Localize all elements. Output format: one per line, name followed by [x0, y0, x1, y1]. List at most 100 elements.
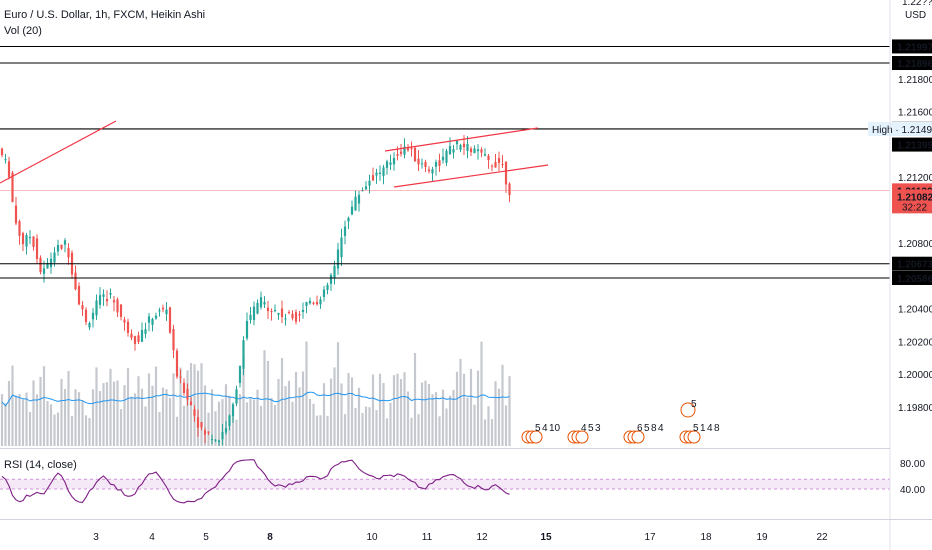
event-count: 3	[595, 423, 601, 434]
volume-bar	[312, 403, 315, 446]
time-tick-label: 3	[93, 532, 99, 543]
volume-bar	[266, 360, 270, 446]
volume-bar	[469, 368, 473, 446]
event-count: 10	[549, 423, 561, 434]
candle-body	[368, 180, 371, 186]
volume-bar	[25, 392, 28, 446]
price-tick-label: 1.20400	[898, 305, 932, 316]
volume-bar	[63, 389, 67, 446]
volume-bar	[42, 366, 46, 446]
candle-body	[39, 257, 42, 273]
volume-bar	[371, 374, 375, 446]
trendlines-layer	[0, 120, 549, 188]
candle-body	[291, 313, 294, 319]
rsi-title[interactable]: RSI (14, close)	[4, 459, 77, 471]
volume-bar	[217, 401, 221, 446]
levels-layer	[0, 45, 890, 279]
candle-body	[168, 307, 172, 333]
candle-body	[207, 431, 210, 433]
rsi-band	[0, 479, 890, 489]
volume-bar	[161, 387, 165, 446]
volume-bar	[158, 412, 161, 446]
volume-bar	[140, 388, 144, 446]
candle-body	[308, 300, 312, 304]
candle-body	[448, 146, 452, 155]
volume-bar	[270, 397, 273, 446]
candle-body	[277, 312, 280, 315]
event-count: 8	[651, 423, 657, 434]
volume-bar	[0, 394, 4, 446]
symbol-title[interactable]: Euro / U.S. Dollar, 1h, FXCM, Heikin Ash…	[4, 9, 206, 21]
candle-body	[235, 389, 238, 404]
candle-body	[329, 274, 333, 284]
volume-bar	[455, 371, 459, 446]
volume-bar	[326, 415, 329, 446]
volume-bar	[102, 383, 105, 446]
volume-bar	[403, 372, 406, 446]
time-tick-label: 5	[203, 532, 209, 543]
candle-body	[105, 299, 109, 302]
candle-body	[434, 162, 438, 167]
candle-body	[420, 163, 424, 165]
volume-bar	[343, 414, 347, 446]
event-count: 5	[693, 423, 699, 434]
volume-title[interactable]: Vol (20)	[4, 25, 42, 37]
candle-body	[490, 165, 494, 167]
volume-bar	[193, 364, 196, 446]
candle-body	[350, 206, 354, 215]
volume-bar	[200, 363, 203, 446]
candle-body	[172, 328, 175, 351]
candle-body	[102, 294, 105, 297]
volume-bar	[301, 371, 305, 446]
volume-bar	[53, 414, 56, 446]
candle-body	[165, 309, 168, 315]
event-count: 5	[691, 399, 697, 410]
time-axis[interactable]: 3 4 5 8 10 11 12 15 17 18 19 22	[93, 532, 828, 543]
candle-body	[340, 237, 343, 258]
economic-event-icon	[529, 430, 543, 444]
event-count: 4	[581, 423, 587, 434]
volume-bar	[494, 381, 497, 446]
candle-body	[228, 415, 231, 426]
time-tick-label: 10	[366, 532, 378, 543]
time-tick-label: 8	[267, 532, 273, 543]
candle-body	[487, 155, 490, 161]
candle-body	[347, 217, 350, 222]
volume-bar	[4, 403, 7, 446]
candle-body	[427, 169, 431, 172]
candle-body	[438, 160, 441, 166]
economic-event-icon	[687, 430, 701, 444]
time-tick-label: 19	[756, 532, 768, 543]
volume-bar	[431, 394, 434, 446]
economic-event-icon	[575, 430, 589, 444]
economic-event-icon	[680, 402, 696, 418]
candle-body	[81, 305, 84, 310]
volume-bar	[7, 380, 11, 446]
level-price-tag-bg	[892, 137, 932, 152]
candle-body	[476, 149, 480, 152]
volume-bar	[32, 380, 35, 446]
volume-bar	[273, 405, 277, 446]
rsi-level-label: 40.00	[900, 485, 925, 496]
volume-bar	[28, 411, 32, 446]
candle-body	[480, 149, 483, 153]
price-axis[interactable]: USD 1.22??0 1.21800 1.21600 1.21200 1.20800 1.…	[868, 0, 932, 414]
volume-bar	[224, 384, 228, 446]
volume-bar	[133, 393, 137, 446]
candle-body	[175, 350, 179, 377]
volume-bar	[109, 368, 112, 446]
countdown-label: 32:22	[902, 202, 927, 213]
candle-body	[256, 302, 259, 314]
volume-bar	[417, 414, 420, 446]
event-count: 4	[658, 423, 664, 434]
volume-bar	[259, 405, 263, 446]
volume-bar	[119, 409, 123, 446]
high-tag-bg	[868, 121, 932, 136]
volume-bar	[424, 380, 427, 446]
volume-bar	[95, 367, 98, 446]
candle-body	[399, 151, 403, 154]
time-tick-label: 12	[476, 532, 488, 543]
volume-bar	[480, 341, 483, 446]
candle-body	[473, 148, 476, 154]
